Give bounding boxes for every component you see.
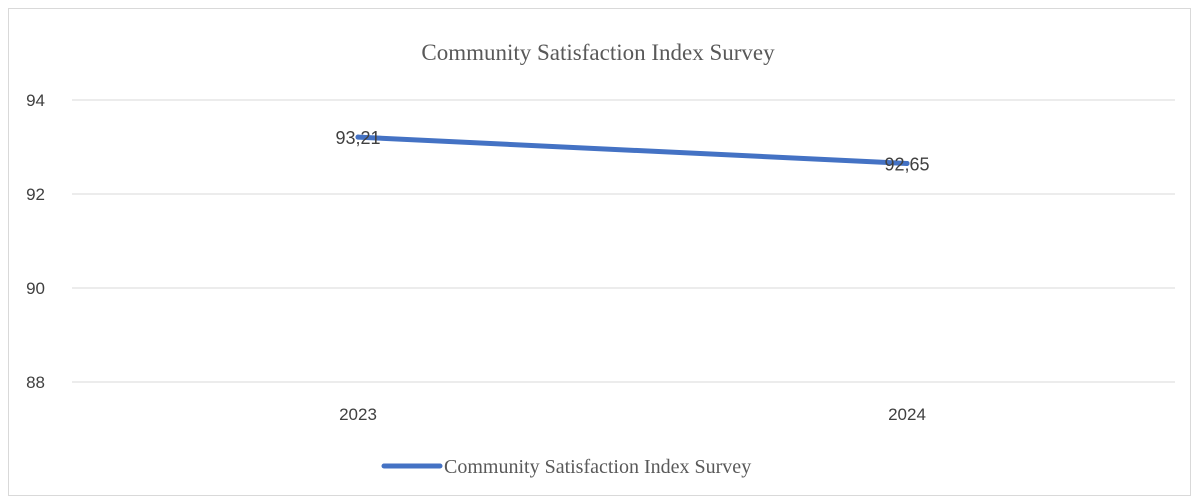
y-tick-label-94: 94	[26, 91, 45, 110]
series-line	[355, 134, 910, 166]
x-tick-label-2024: 2024	[888, 405, 926, 424]
data-label-2024: 92,65	[884, 154, 929, 174]
legend-label: Community Satisfaction Index Survey	[444, 456, 751, 478]
gridlines	[72, 99, 1175, 383]
chart-title: Community Satisfaction Index Survey	[421, 40, 775, 65]
x-axis-labels: 2023 2024	[339, 405, 926, 424]
data-label-2023: 93,21	[335, 128, 380, 148]
data-point-2023	[355, 134, 361, 140]
chart-frame	[8, 8, 1191, 496]
series-group	[355, 134, 910, 166]
data-point-2024	[904, 160, 910, 166]
y-axis-labels: 88 90 92 94	[26, 91, 45, 392]
x-tick-label-2023: 2023	[339, 405, 377, 424]
y-tick-label-90: 90	[26, 279, 45, 298]
legend: Community Satisfaction Index Survey	[381, 456, 751, 478]
y-tick-label-88: 88	[26, 373, 45, 392]
data-labels: 93,21 92,65	[335, 128, 929, 174]
y-tick-label-92: 92	[26, 185, 45, 204]
